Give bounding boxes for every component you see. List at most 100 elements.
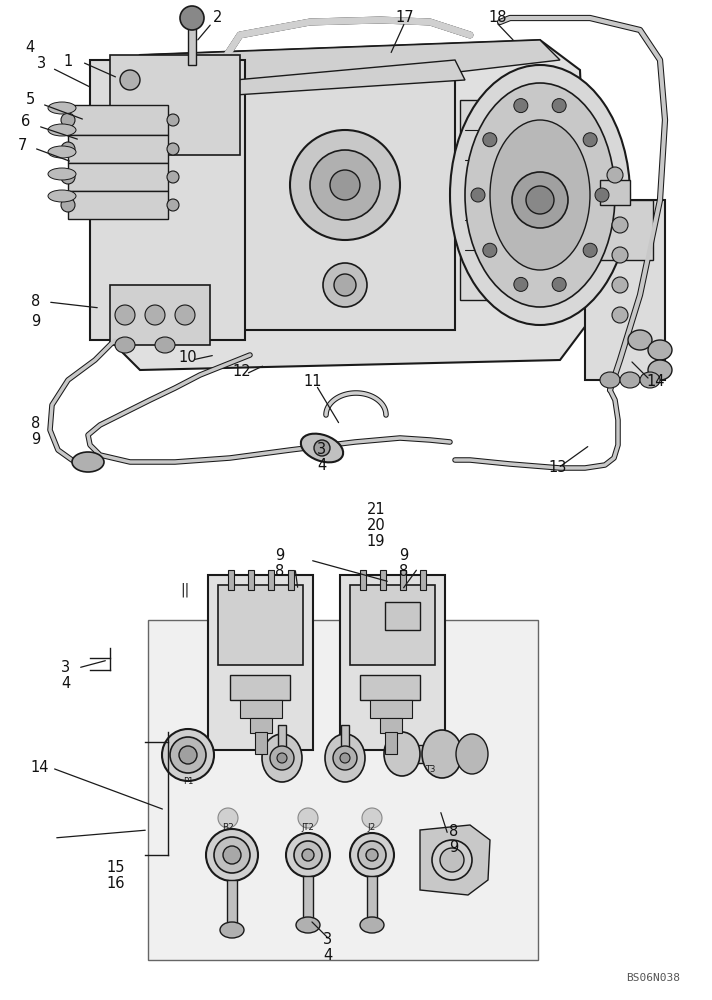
Text: 4: 4: [318, 458, 327, 474]
Polygon shape: [235, 60, 465, 95]
Bar: [303, 876, 313, 924]
Text: 9: 9: [399, 548, 409, 564]
Bar: [360, 675, 420, 700]
Text: 3: 3: [61, 660, 70, 676]
Bar: [380, 718, 402, 733]
Text: 4: 4: [26, 40, 35, 55]
Bar: [341, 725, 349, 761]
Bar: [598, 200, 653, 260]
Circle shape: [170, 737, 206, 773]
Bar: [420, 570, 426, 590]
Circle shape: [350, 833, 394, 877]
Bar: [235, 80, 455, 330]
Text: JT2: JT2: [302, 824, 315, 832]
Circle shape: [483, 133, 497, 147]
Text: 17: 17: [396, 10, 414, 25]
Text: J2: J2: [368, 824, 376, 832]
Ellipse shape: [296, 917, 320, 933]
Polygon shape: [110, 40, 590, 370]
Circle shape: [175, 305, 195, 325]
Circle shape: [358, 841, 386, 869]
Bar: [248, 570, 254, 590]
Circle shape: [162, 729, 214, 781]
Bar: [385, 732, 397, 754]
Text: 8: 8: [449, 824, 459, 840]
Ellipse shape: [48, 124, 76, 136]
Bar: [278, 725, 286, 761]
Circle shape: [314, 440, 330, 456]
Bar: [585, 200, 665, 380]
Text: 16: 16: [107, 876, 125, 892]
Text: 11: 11: [304, 374, 323, 389]
Bar: [340, 575, 445, 750]
Ellipse shape: [115, 337, 135, 353]
Circle shape: [340, 753, 350, 763]
Text: 8: 8: [31, 294, 41, 310]
Circle shape: [218, 808, 238, 828]
Text: 20: 20: [367, 518, 385, 534]
Text: 9: 9: [276, 548, 285, 564]
Circle shape: [61, 113, 75, 127]
Text: 21: 21: [367, 502, 385, 518]
Text: 14: 14: [646, 374, 665, 389]
Circle shape: [167, 171, 179, 183]
Circle shape: [167, 199, 179, 211]
Bar: [380, 570, 386, 590]
Circle shape: [366, 849, 378, 861]
Text: 9: 9: [449, 840, 459, 856]
Circle shape: [514, 277, 528, 291]
Text: 3: 3: [318, 442, 327, 458]
Bar: [240, 700, 282, 718]
Bar: [227, 880, 237, 928]
Text: 3: 3: [323, 932, 333, 948]
Bar: [68, 135, 168, 163]
Text: 10: 10: [179, 351, 197, 365]
Bar: [288, 570, 294, 590]
Bar: [230, 675, 290, 700]
Text: 6: 6: [21, 114, 31, 129]
Text: 5: 5: [26, 93, 35, 107]
Circle shape: [440, 848, 464, 872]
Circle shape: [180, 6, 204, 30]
Circle shape: [362, 808, 382, 828]
Circle shape: [167, 114, 179, 126]
Text: 4: 4: [323, 948, 333, 964]
Circle shape: [333, 746, 357, 770]
Bar: [400, 570, 406, 590]
Circle shape: [115, 305, 135, 325]
Ellipse shape: [450, 65, 630, 325]
Text: B2: B2: [222, 824, 234, 832]
Circle shape: [612, 247, 628, 263]
Text: 15: 15: [107, 860, 125, 876]
Circle shape: [583, 243, 597, 257]
Ellipse shape: [48, 102, 76, 114]
Circle shape: [179, 746, 197, 764]
Bar: [360, 570, 366, 590]
Bar: [395, 745, 440, 763]
Ellipse shape: [600, 372, 620, 388]
Circle shape: [471, 188, 485, 202]
Ellipse shape: [48, 146, 76, 158]
Polygon shape: [130, 40, 560, 85]
Circle shape: [61, 142, 75, 156]
Circle shape: [206, 829, 258, 881]
Circle shape: [214, 837, 250, 873]
Bar: [148, 620, 538, 960]
Bar: [255, 732, 267, 754]
Text: 2: 2: [214, 10, 223, 25]
Text: 1: 1: [63, 54, 73, 70]
Ellipse shape: [648, 360, 672, 380]
Bar: [350, 585, 435, 665]
Circle shape: [294, 841, 322, 869]
Text: P1: P1: [183, 778, 193, 786]
Ellipse shape: [620, 372, 640, 388]
Ellipse shape: [648, 340, 672, 360]
Ellipse shape: [384, 732, 420, 776]
Text: BS06N038: BS06N038: [626, 973, 680, 983]
Ellipse shape: [628, 330, 652, 350]
Ellipse shape: [301, 434, 343, 462]
Bar: [188, 15, 196, 65]
Bar: [208, 575, 313, 750]
Bar: [460, 100, 550, 300]
Ellipse shape: [640, 372, 660, 388]
